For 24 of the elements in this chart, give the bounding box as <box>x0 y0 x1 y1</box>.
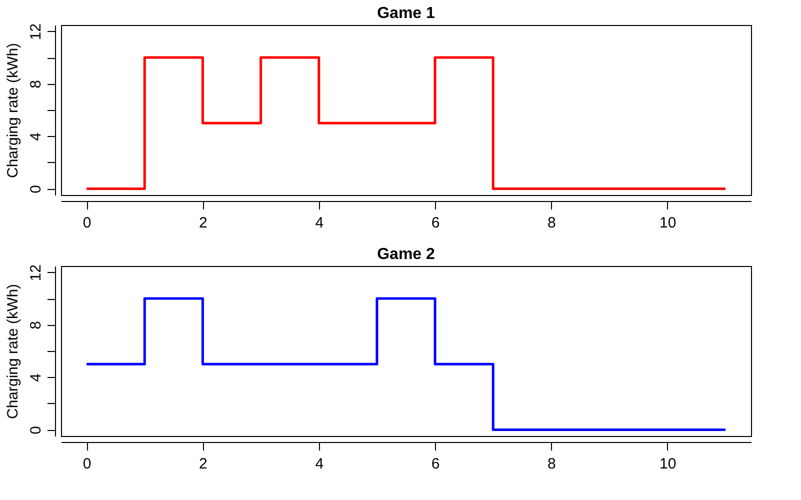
y-tick-label: 4 <box>28 132 44 141</box>
y-axis-title: Charging rate (kWh) <box>4 284 22 420</box>
x-tick-label: 10 <box>660 456 676 472</box>
y-tick-label: 8 <box>28 80 44 88</box>
x-tick-label: 8 <box>548 456 556 472</box>
y-tick-label: 12 <box>28 264 44 282</box>
chart-title: Game 1 <box>377 4 436 22</box>
y-tick-label: 0 <box>28 426 44 434</box>
y-tick-label: 12 <box>28 23 44 40</box>
x-tick-label: 8 <box>548 214 556 232</box>
y-tick-label: 0 <box>28 185 44 194</box>
y-axis-title: Charging rate (kWh) <box>4 42 22 178</box>
y-tick-label: 8 <box>28 321 44 330</box>
x-tick-label: 10 <box>660 214 676 232</box>
x-tick-label: 4 <box>315 456 324 472</box>
x-tick-label: 2 <box>199 456 208 472</box>
x-tick-label: 6 <box>431 214 440 232</box>
chart-title: Game 2 <box>377 246 436 263</box>
y-tick-label: 4 <box>28 374 44 382</box>
x-tick-label: 4 <box>315 214 324 232</box>
x-tick-label: 0 <box>82 456 92 472</box>
x-tick-label: 0 <box>82 214 92 232</box>
x-tick-label: 6 <box>431 456 440 472</box>
x-tick-label: 2 <box>199 214 208 232</box>
